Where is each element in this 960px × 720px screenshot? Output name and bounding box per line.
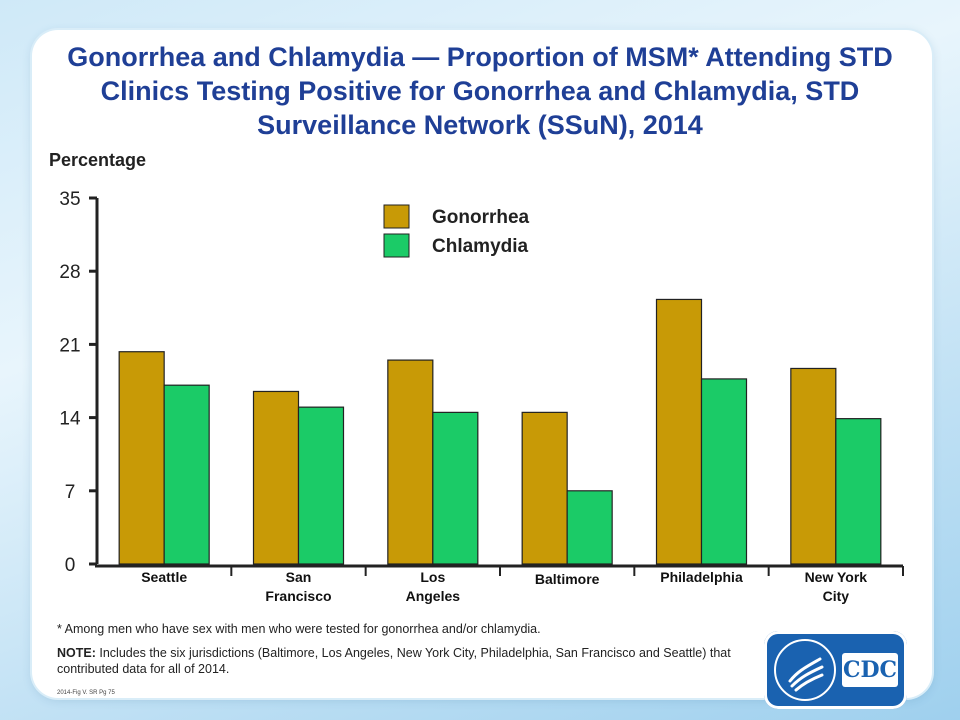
cdc-logo-text: CDC [842,653,898,687]
bar-gonorrhea [521,411,568,565]
y-tick-label: 35 [59,189,80,210]
x-tick-label: Seattle [141,569,187,585]
bar-gonorrhea [655,298,703,565]
x-tick-label: City [823,588,850,604]
bar-chlamydia [432,411,479,565]
bar-chlamydia [566,490,613,565]
legend-label-chlamydia: Chlamydia [432,236,529,257]
y-tick-label: 28 [59,262,80,283]
bar-chart: 0 7 14 21 28 35 Seattle San Francisco Los Angeles B… [59,189,904,604]
x-tick-label: New York [805,569,868,585]
y-tick-label: 14 [59,409,81,430]
y-tick-label: 7 [65,482,76,503]
bar-gonorrhea [387,359,434,565]
x-tick-label: Los [420,569,445,585]
cdc-logo: CDC [764,631,907,709]
note-text: Includes the six jurisdictions (Baltimor… [57,646,731,676]
bar-chlamydia [700,378,748,565]
bar-chlamydia [297,406,345,565]
hhs-seal-icon [774,639,836,701]
note-label: NOTE: [57,646,96,660]
footnote: * Among men who have sex with men who we… [57,622,541,636]
bar-gonorrhea [252,390,300,565]
x-tick-label: Philadelphia [660,569,743,585]
legend-swatch-gonorrhea [383,204,410,229]
legend-swatch-chlamydia [383,233,410,258]
bar-chlamydia [163,384,210,565]
legend-label-gonorrhea: Gonorrhea [432,207,530,228]
slide-card [32,30,932,698]
chart-title: Gonorrhea and Chlamydia — Proportion of … [67,42,893,140]
bar-gonorrhea [118,351,165,565]
x-tick-label: San [286,569,312,585]
x-tick-label: Francisco [265,588,331,604]
bar-gonorrhea [790,367,837,565]
source-reference: 2014-Fig V. SR Pg 75 [57,690,115,696]
y-tick-label: 21 [59,335,80,356]
y-tick-label: 0 [65,555,76,576]
y-axis-label: Percentage [49,150,147,170]
x-tick-label: Baltimore [535,571,600,587]
bar-chlamydia [835,418,882,565]
x-tick-label: Angeles [406,588,461,604]
note: NOTE: Includes the six jurisdictions (Ba… [57,645,757,677]
